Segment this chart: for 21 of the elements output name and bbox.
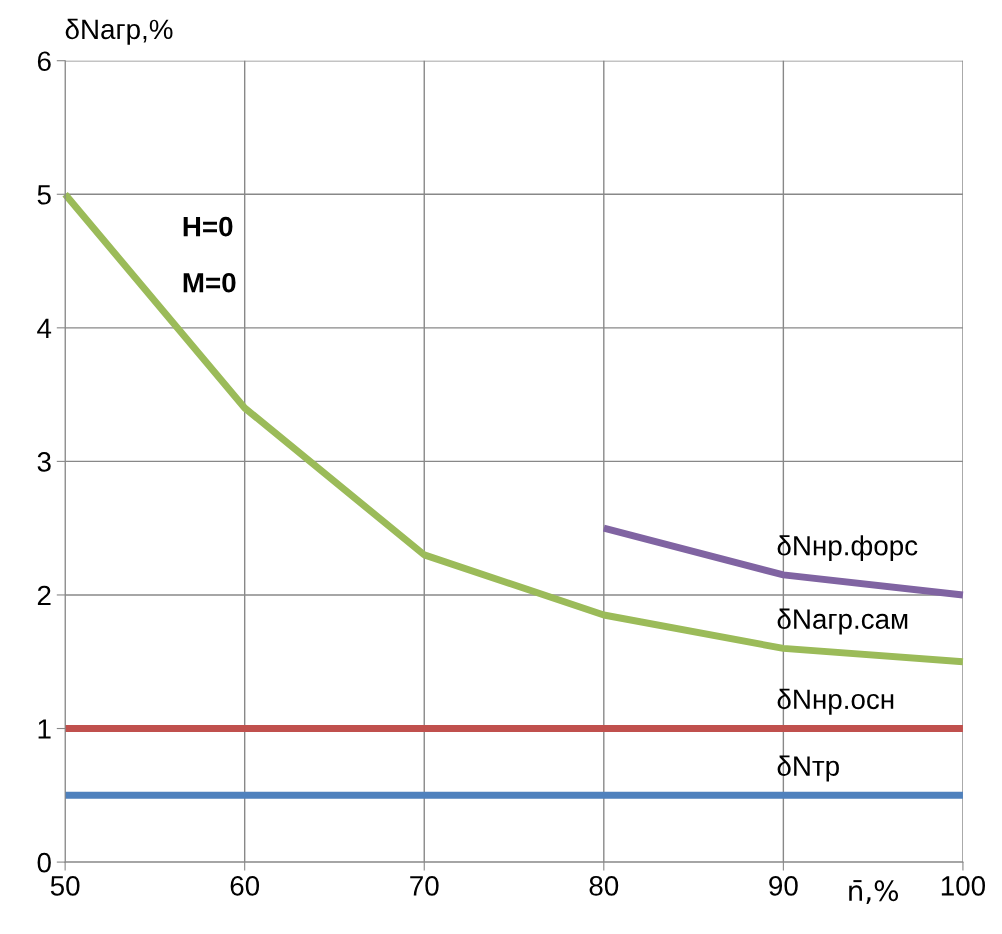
y-tick-label: 5 xyxy=(37,185,51,205)
x-tick-label: 70 xyxy=(410,876,439,896)
x-tick-label: 100 xyxy=(941,876,986,896)
series-label: δNагр.сам xyxy=(777,608,908,635)
y-axis-title: δNагр,% xyxy=(65,18,173,45)
y-tick-label: 4 xyxy=(37,318,52,338)
x-tick-label: 80 xyxy=(589,876,619,896)
annotation: Н=0 xyxy=(183,216,233,237)
series-label: δNнр.осн xyxy=(777,688,894,715)
x-tick-label: 90 xyxy=(769,876,798,896)
y-tick-label: 6 xyxy=(37,51,51,72)
series-label: δNнр.форс xyxy=(777,535,918,562)
y-tick-label: 3 xyxy=(37,452,51,472)
x-axis-title: n̄,% xyxy=(849,880,899,905)
x-tick-label: 50 xyxy=(50,876,80,896)
series-label: δNтр xyxy=(777,755,839,782)
y-tick-label: 1 xyxy=(38,719,51,739)
annotation: М=0 xyxy=(183,272,236,293)
y-tick-label: 2 xyxy=(37,585,51,606)
x-tick-label: 60 xyxy=(230,876,260,896)
y-tick-label: 0 xyxy=(37,852,51,873)
